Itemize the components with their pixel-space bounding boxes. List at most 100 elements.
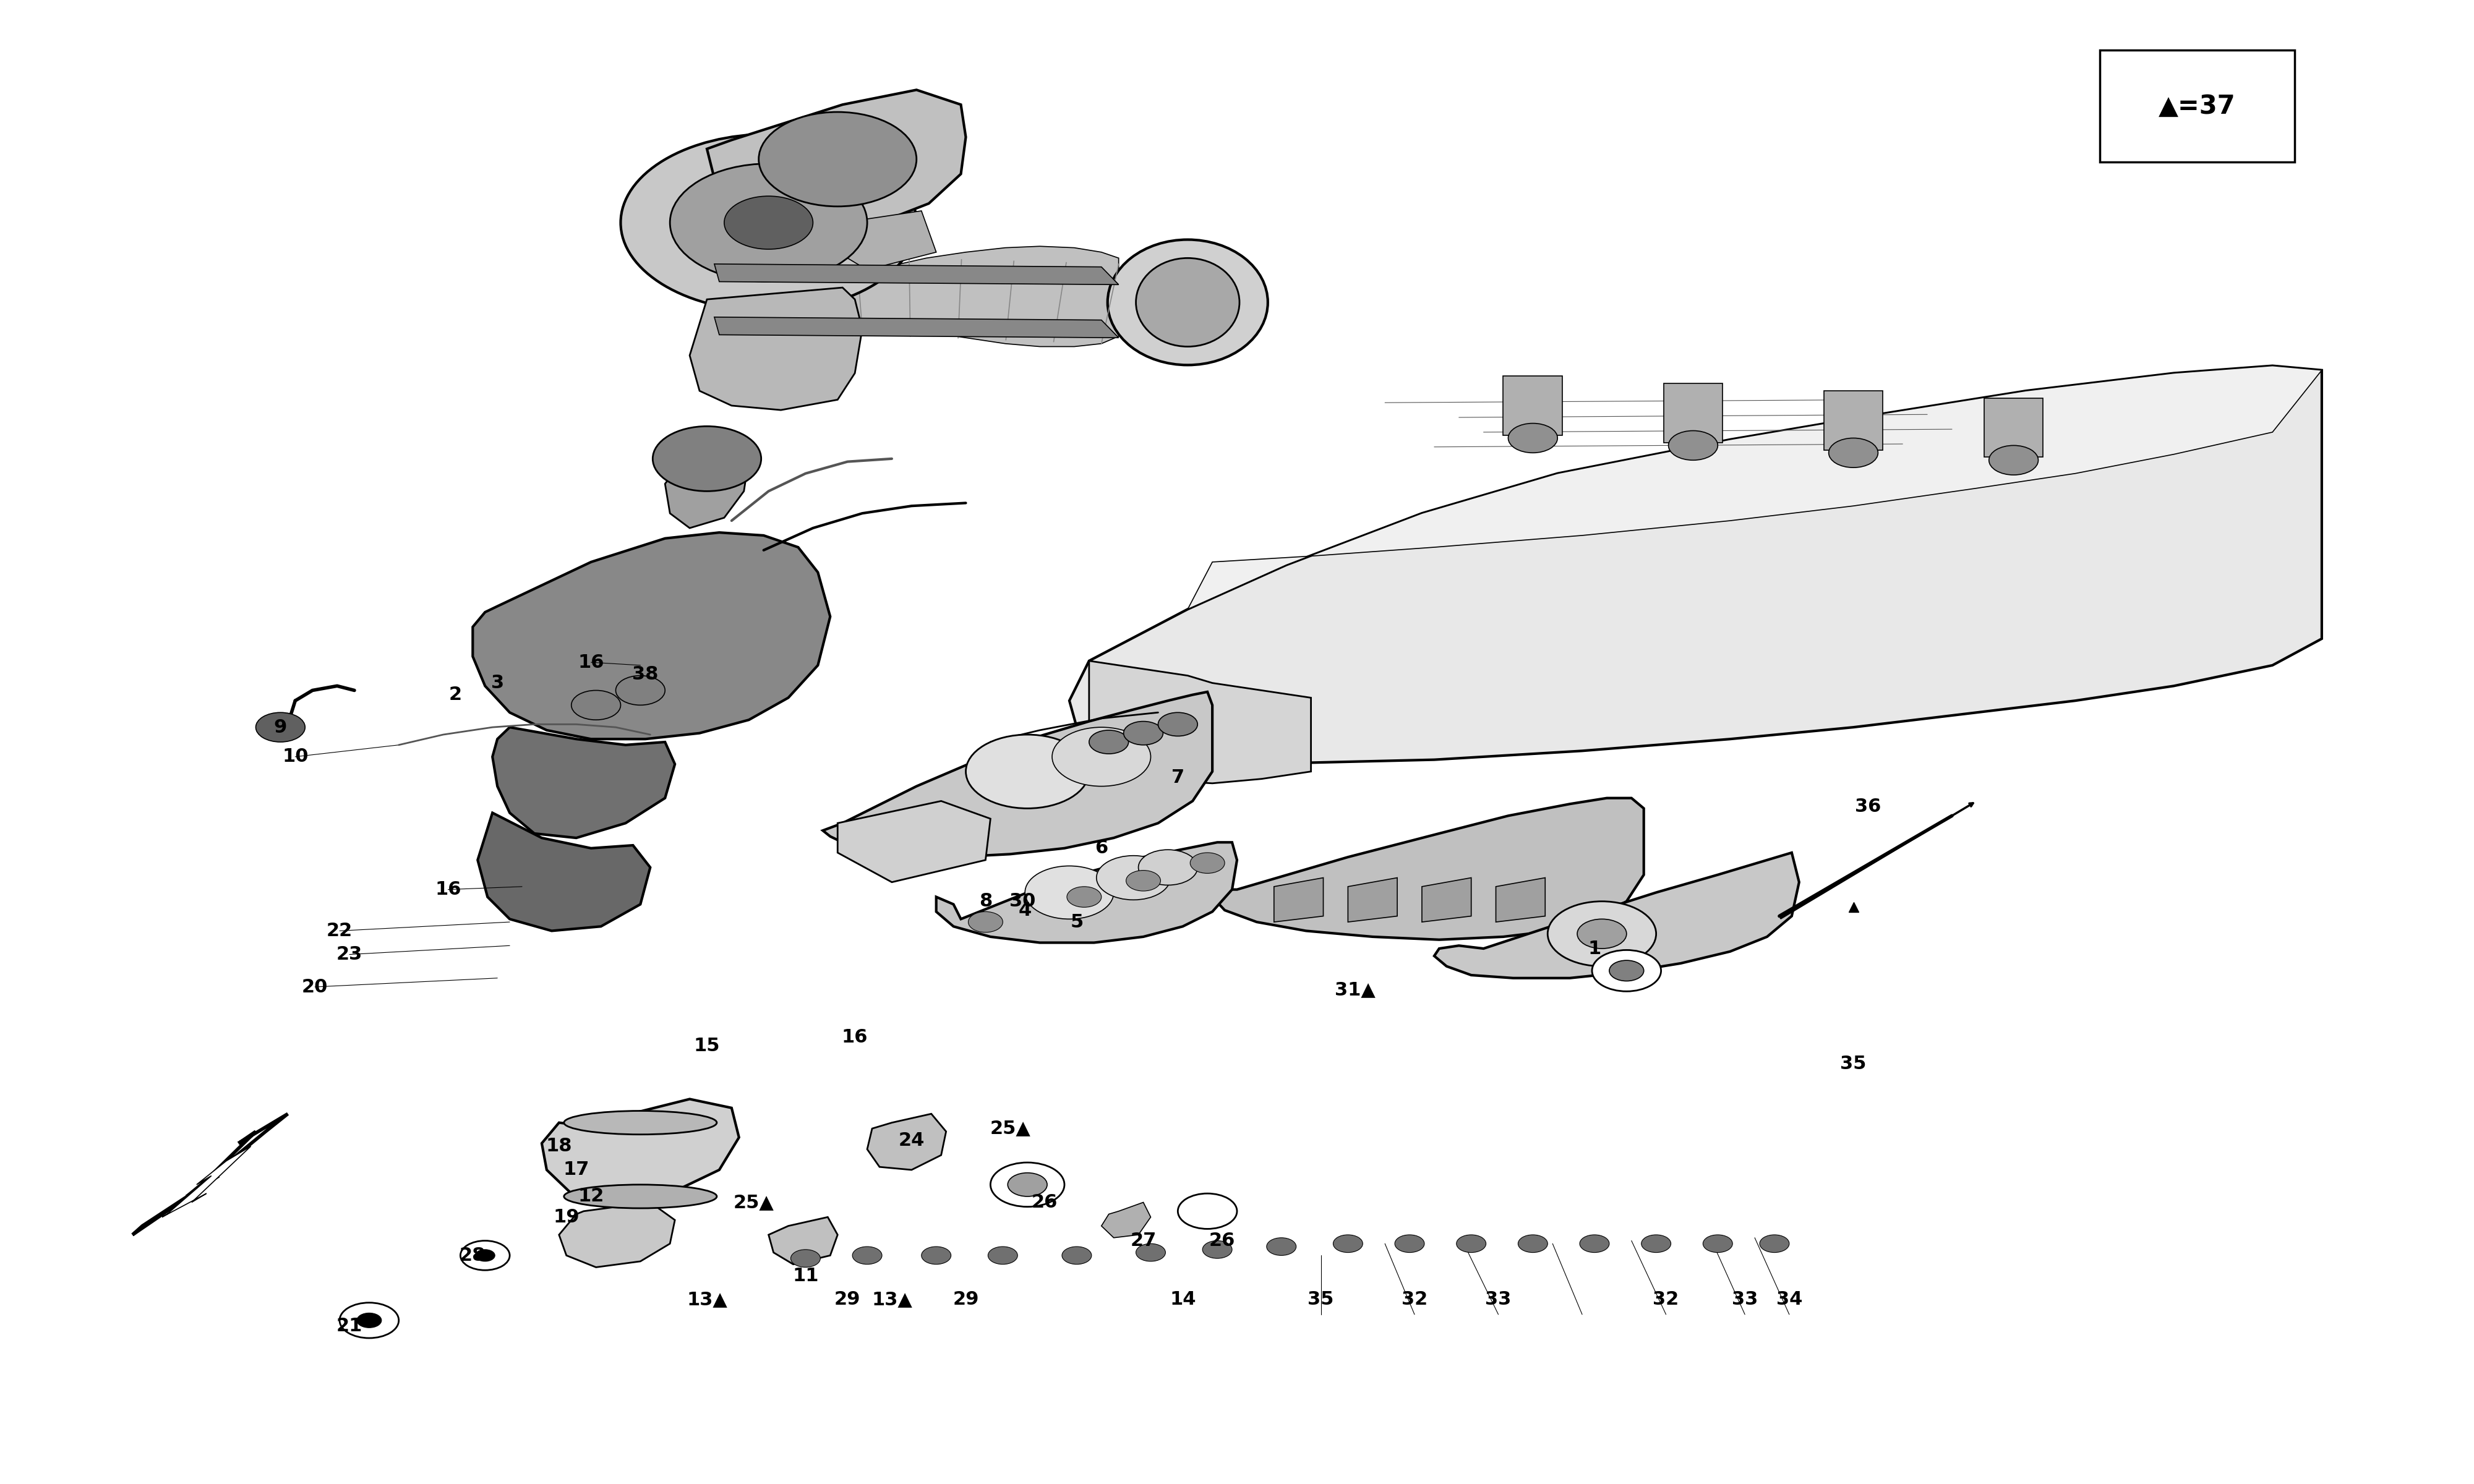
Circle shape — [1608, 960, 1643, 981]
Polygon shape — [542, 1100, 740, 1202]
Text: 15: 15 — [693, 1037, 720, 1055]
Text: 18: 18 — [547, 1137, 571, 1155]
Text: 21: 21 — [336, 1318, 364, 1336]
Circle shape — [1828, 438, 1878, 467]
Circle shape — [1126, 870, 1160, 890]
Circle shape — [1123, 721, 1163, 745]
Circle shape — [1061, 1247, 1091, 1264]
Circle shape — [1519, 1235, 1549, 1252]
Polygon shape — [473, 533, 831, 739]
Text: 36: 36 — [1856, 798, 1880, 816]
Text: 16: 16 — [841, 1028, 868, 1046]
Circle shape — [1333, 1235, 1363, 1252]
Polygon shape — [1089, 660, 1311, 784]
Circle shape — [990, 1162, 1064, 1206]
Text: 7: 7 — [1170, 769, 1185, 787]
Circle shape — [571, 690, 621, 720]
Text: 35: 35 — [1841, 1055, 1865, 1073]
Text: 20: 20 — [302, 978, 329, 996]
Circle shape — [475, 1250, 495, 1261]
Circle shape — [1202, 1241, 1232, 1258]
Text: 1: 1 — [1588, 939, 1601, 957]
Text: 16: 16 — [579, 653, 604, 671]
Polygon shape — [715, 318, 1118, 338]
Text: 13▲: 13▲ — [871, 1291, 913, 1309]
Text: 32: 32 — [1400, 1291, 1427, 1309]
Polygon shape — [1823, 390, 1883, 450]
Circle shape — [725, 196, 814, 249]
Polygon shape — [935, 843, 1237, 942]
Text: 9: 9 — [275, 718, 287, 736]
Text: 38: 38 — [633, 665, 658, 683]
Circle shape — [653, 426, 762, 491]
Polygon shape — [134, 1114, 287, 1235]
Circle shape — [1578, 919, 1625, 948]
Polygon shape — [844, 211, 935, 270]
Text: 26: 26 — [1032, 1193, 1059, 1211]
Circle shape — [1759, 1235, 1789, 1252]
Circle shape — [1089, 730, 1128, 754]
Polygon shape — [1274, 877, 1324, 922]
Circle shape — [1667, 430, 1717, 460]
Text: 35: 35 — [1309, 1291, 1333, 1309]
Circle shape — [255, 712, 304, 742]
Text: 19: 19 — [554, 1208, 579, 1226]
Circle shape — [1549, 901, 1655, 966]
Text: 22: 22 — [327, 922, 354, 939]
Text: 3: 3 — [490, 674, 505, 692]
Text: 13▲: 13▲ — [688, 1291, 727, 1309]
Text: 33: 33 — [1484, 1291, 1512, 1309]
Polygon shape — [163, 1146, 250, 1217]
Polygon shape — [1188, 365, 2321, 610]
Text: 29: 29 — [834, 1291, 861, 1309]
Circle shape — [920, 1247, 950, 1264]
Text: 30: 30 — [1009, 892, 1037, 910]
Text: 6: 6 — [1096, 840, 1108, 858]
Circle shape — [854, 1247, 881, 1264]
Polygon shape — [1101, 1202, 1150, 1238]
Circle shape — [1509, 423, 1559, 453]
Text: 27: 27 — [1131, 1232, 1155, 1250]
Circle shape — [356, 1313, 381, 1328]
Polygon shape — [1069, 365, 2321, 763]
Polygon shape — [477, 813, 651, 930]
Polygon shape — [666, 444, 750, 528]
Circle shape — [1989, 445, 2039, 475]
Polygon shape — [839, 801, 990, 881]
Ellipse shape — [1108, 239, 1267, 365]
Circle shape — [1051, 727, 1150, 787]
Polygon shape — [1663, 383, 1722, 442]
Circle shape — [1395, 1235, 1425, 1252]
Text: 17: 17 — [564, 1160, 589, 1178]
Text: 26: 26 — [1210, 1232, 1235, 1250]
Text: 23: 23 — [336, 945, 364, 963]
Circle shape — [792, 1250, 821, 1267]
Text: 31▲: 31▲ — [1336, 981, 1376, 999]
Polygon shape — [1212, 798, 1643, 939]
Circle shape — [1702, 1235, 1732, 1252]
Polygon shape — [1423, 877, 1472, 922]
Text: 5: 5 — [1071, 913, 1084, 930]
FancyBboxPatch shape — [2100, 50, 2296, 162]
Circle shape — [1024, 867, 1113, 919]
Circle shape — [339, 1303, 398, 1339]
Circle shape — [1640, 1235, 1670, 1252]
Circle shape — [760, 111, 915, 206]
Polygon shape — [1984, 398, 2044, 457]
Circle shape — [1178, 1193, 1237, 1229]
Text: 34: 34 — [1776, 1291, 1804, 1309]
Polygon shape — [824, 692, 1212, 858]
Circle shape — [1096, 856, 1170, 899]
Text: ▲=37: ▲=37 — [2160, 93, 2236, 119]
Text: 32: 32 — [1653, 1291, 1680, 1309]
Text: 28: 28 — [460, 1247, 485, 1264]
Polygon shape — [559, 1202, 675, 1267]
Text: 25▲: 25▲ — [990, 1119, 1032, 1138]
Circle shape — [670, 163, 868, 282]
Circle shape — [1136, 1244, 1165, 1261]
Text: 33: 33 — [1732, 1291, 1759, 1309]
Circle shape — [1066, 886, 1101, 907]
Text: 25▲: 25▲ — [732, 1193, 774, 1211]
Polygon shape — [715, 264, 1118, 285]
Text: 29: 29 — [952, 1291, 980, 1309]
